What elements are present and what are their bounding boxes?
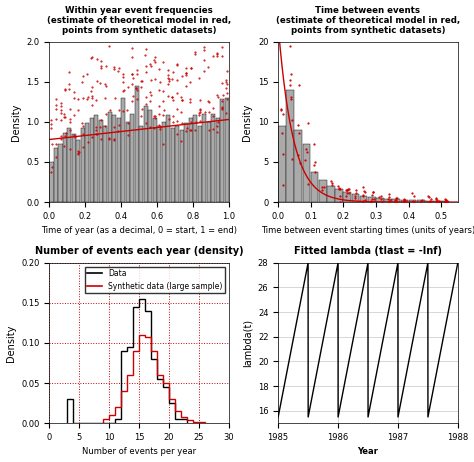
Bar (117, 118, 121, 202)
Bar (180, 130, 184, 202)
Bar (278, 126, 286, 202)
Title: Number of events each year (density): Number of events each year (density) (35, 246, 243, 256)
Bar (207, 122, 211, 202)
Bar (81, 128, 85, 202)
Bar (108, 112, 112, 202)
Bar (344, 193, 351, 202)
Bar (211, 114, 215, 202)
Y-axis label: lambda(t): lambda(t) (242, 319, 252, 367)
Title: Within year event frequencies
(estimate of theoretical model in red,
points from: Within year event frequencies (estimate … (47, 6, 231, 36)
Bar (303, 144, 310, 202)
Bar (327, 186, 335, 202)
Bar (175, 126, 179, 202)
Bar (144, 106, 148, 202)
Bar (401, 200, 408, 202)
Bar (94, 116, 99, 202)
Bar (153, 118, 157, 202)
Legend: Data, Synthetic data (large sample): Data, Synthetic data (large sample) (85, 267, 225, 293)
Bar (335, 189, 343, 202)
Bar (311, 171, 319, 202)
Bar (148, 110, 152, 202)
X-axis label: Number of events per year: Number of events per year (82, 447, 196, 456)
Bar (319, 180, 327, 202)
Bar (198, 126, 202, 202)
Bar (352, 194, 359, 202)
Bar (171, 128, 175, 202)
Bar (90, 118, 94, 202)
Bar (162, 122, 166, 202)
Bar (286, 90, 294, 202)
Bar (72, 134, 76, 202)
Y-axis label: Density: Density (242, 103, 252, 140)
Bar (425, 201, 433, 202)
Bar (99, 120, 103, 202)
Bar (63, 133, 67, 202)
Bar (392, 199, 400, 202)
X-axis label: Time between event starting times (units of years): Time between event starting times (units… (261, 226, 474, 235)
Bar (417, 201, 425, 202)
Bar (49, 162, 54, 202)
Bar (193, 116, 197, 202)
X-axis label: Time of year (as a decimal, 0 = start, 1 = end): Time of year (as a decimal, 0 = start, 1… (41, 226, 237, 235)
Bar (409, 200, 416, 202)
Bar (184, 123, 188, 202)
Bar (216, 118, 220, 202)
Bar (220, 99, 224, 202)
Bar (189, 118, 193, 202)
Bar (294, 130, 302, 202)
Bar (76, 140, 81, 202)
Bar (121, 98, 126, 202)
Bar (157, 126, 161, 202)
Bar (67, 128, 72, 202)
Bar (360, 195, 367, 202)
Bar (135, 86, 139, 202)
Bar (433, 201, 441, 202)
Bar (58, 144, 63, 202)
X-axis label: Year: Year (357, 447, 378, 456)
Bar (126, 122, 130, 202)
Bar (376, 198, 383, 202)
Title: Fitted lambda (tlast = -Inf): Fitted lambda (tlast = -Inf) (294, 246, 442, 256)
Title: Time between events
(estimate of theoretical model in red,
points from synthetic: Time between events (estimate of theoret… (276, 6, 460, 36)
Bar (112, 116, 117, 202)
Bar (139, 126, 143, 202)
Bar (130, 114, 134, 202)
Bar (202, 114, 206, 202)
Y-axis label: Density: Density (6, 324, 16, 362)
Y-axis label: Density: Density (11, 103, 21, 140)
Bar (368, 197, 375, 202)
Bar (441, 201, 449, 202)
Bar (166, 116, 170, 202)
Bar (384, 199, 392, 202)
Bar (54, 147, 58, 202)
Bar (85, 123, 90, 202)
Bar (225, 98, 228, 202)
Bar (103, 126, 108, 202)
